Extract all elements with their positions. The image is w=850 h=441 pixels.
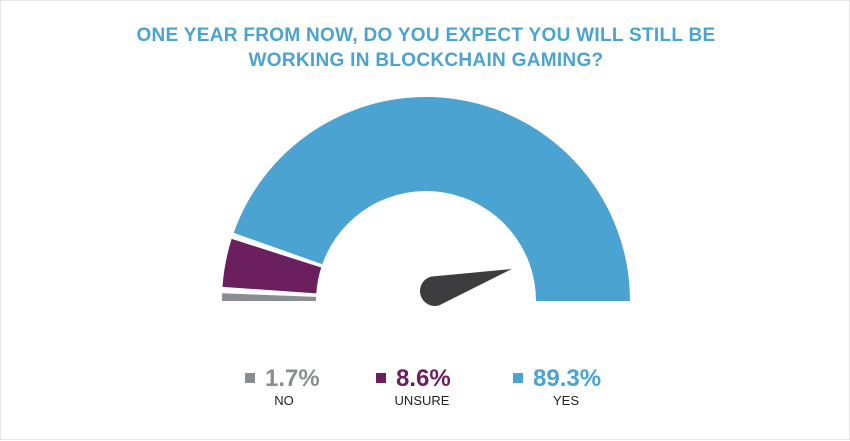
chart-title-line-2: WORKING IN BLOCKCHAIN GAMING? [248,50,604,71]
legend-item-no: 1.7% NO [245,366,323,414]
gauge-slice-unsure [222,238,322,294]
legend-value-no: 1.7% [265,365,320,392]
legend-swatch-unsure [376,373,386,383]
gauge-slice-no [222,293,317,301]
gauge-slice-yes [233,96,630,302]
legend-value-unsure: 8.6% [396,365,451,392]
legend-label-yes: YES [552,393,579,408]
chart-title-line-1: ONE YEAR FROM NOW, DO YOU EXPECT YOU WIL… [136,25,716,46]
legend-label-unsure: UNSURE [394,393,450,408]
legend-label-no: NO [274,393,294,408]
legend-value-yes: 89.3% [533,365,602,392]
gauge-needle [419,268,512,307]
chart-title: ONE YEAR FROM NOW, DO YOU EXPECT YOU WIL… [1,23,850,73]
legend-swatch-yes [513,373,523,383]
legend-item-unsure: 8.6% UNSURE [376,366,468,414]
legend-item-yes: 89.3% YES [513,366,619,414]
legend-swatch-no [245,373,255,383]
